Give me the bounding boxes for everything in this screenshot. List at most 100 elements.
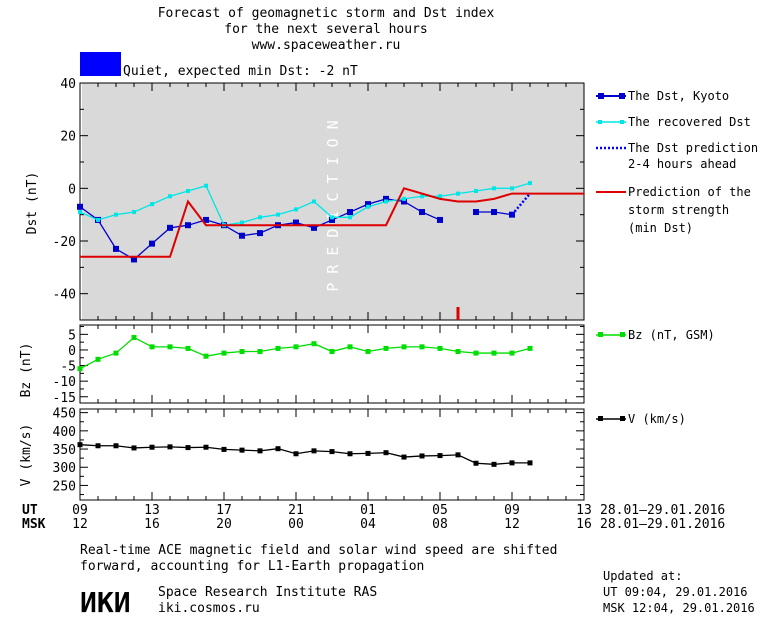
data-point: [150, 202, 154, 207]
y-tick-label: 400: [53, 425, 76, 440]
data-point: [221, 446, 227, 452]
ut-tick-label: 13: [576, 503, 592, 518]
data-point: [383, 195, 389, 202]
legend-bz: Bz (nT, GSM): [628, 328, 715, 342]
data-point: [473, 350, 479, 356]
data-point: [275, 345, 281, 351]
data-point: [473, 460, 479, 466]
data-point: [96, 217, 100, 222]
series-bz-nt-gsm-: [77, 334, 533, 372]
legend-storm-strength-2: storm strength: [628, 203, 729, 217]
data-point: [473, 209, 479, 216]
data-point: [527, 345, 533, 351]
data-point: [383, 345, 389, 351]
data-point: [312, 199, 316, 204]
data-point: [455, 349, 461, 355]
data-point: [437, 345, 443, 351]
msk-tick-label: 20: [216, 517, 232, 532]
data-point: [437, 453, 443, 459]
series-the-dst-prediction-2-4-hours-ahead: [511, 192, 531, 216]
legend: The Dst, Kyoto The recovered Dst The Dst…: [596, 89, 758, 426]
data-point: [240, 220, 244, 225]
data-point: [185, 445, 191, 451]
msk-label: MSK: [22, 517, 46, 532]
msk-date-range: 28.01–29.01.2016: [600, 517, 725, 532]
data-point: [95, 356, 101, 362]
data-point: [455, 452, 461, 458]
updated-msk: MSK 12:04, 29.01.2016: [603, 601, 755, 615]
prediction-label: PREDICTION: [324, 111, 342, 291]
data-point: [113, 245, 119, 252]
data-point: [167, 444, 173, 450]
y-tick-label: -40: [53, 288, 76, 303]
data-point: [419, 209, 425, 216]
data-point: [419, 344, 425, 350]
data-point: [131, 445, 137, 451]
data-point: [509, 460, 515, 466]
ut-tick-label: 17: [216, 503, 232, 518]
data-point: [420, 194, 424, 199]
ut-date-range: 28.01–29.01.2016: [600, 503, 725, 518]
y-tick-label: -10: [53, 375, 76, 390]
data-point: [78, 210, 82, 215]
y-tick-label: -5: [60, 360, 76, 375]
data-point: [149, 240, 155, 247]
data-point: [509, 350, 515, 356]
dst-panel: PREDICTION 40 20 0 -20 -40: [53, 77, 585, 321]
msk-tick-label: 12: [72, 517, 88, 532]
ut-tick-label: 01: [360, 503, 376, 518]
data-point: [77, 203, 83, 210]
series-line: [511, 192, 531, 216]
data-point: [402, 196, 406, 201]
data-point: [132, 210, 136, 215]
page-title: Forecast of geomagnetic storm and Dst in…: [158, 6, 495, 21]
data-point: [77, 366, 83, 372]
msk-tick-label: 04: [360, 517, 376, 532]
data-point: [528, 181, 532, 186]
footer-note: Real-time ACE magnetic field and solar w…: [80, 543, 557, 558]
data-point: [347, 344, 353, 350]
series-line: [79, 444, 530, 465]
y-tick-label: 250: [53, 479, 76, 494]
data-point: [365, 201, 371, 208]
series-prediction-of-the-storm-strength-min-dst-: [80, 187, 584, 258]
series-line: [79, 182, 531, 226]
data-point: [257, 349, 263, 355]
y-tick-label: 20: [60, 130, 76, 145]
data-point: [437, 216, 443, 223]
updated-label: Updated at:: [603, 569, 682, 583]
legend-dst-prediction-2: 2-4 hours ahead: [628, 157, 736, 171]
ut-tick-label: 09: [72, 503, 88, 518]
data-point: [492, 186, 496, 191]
status-text: Quiet, expected min Dst: -2 nT: [123, 64, 358, 79]
data-point: [185, 222, 191, 229]
msk-tick-label: 00: [288, 517, 304, 532]
data-point: [168, 194, 172, 199]
data-point: [114, 212, 118, 217]
institute-url[interactable]: iki.cosmos.ru: [158, 601, 260, 616]
data-point: [347, 451, 353, 457]
data-point: [221, 350, 227, 356]
data-point: [275, 446, 281, 452]
data-point: [401, 454, 407, 460]
y-tick-label: -15: [53, 391, 76, 406]
data-point: [131, 256, 137, 263]
legend-storm-strength-3: (min Dst): [628, 221, 693, 235]
data-point: [186, 188, 190, 193]
prediction-region: [82, 83, 584, 320]
y-tick-label: 40: [60, 77, 76, 92]
data-point: [203, 444, 209, 450]
data-point: [185, 345, 191, 351]
data-point: [203, 216, 209, 223]
series-v-km-s-: [77, 442, 533, 467]
ut-label: UT: [22, 503, 38, 518]
dst-axis-label: Dst (nT): [25, 172, 40, 235]
data-point: [113, 443, 119, 449]
website-link[interactable]: www.spaceweather.ru: [252, 38, 401, 53]
data-point: [258, 215, 262, 220]
data-point: [365, 450, 371, 456]
data-point: [456, 191, 460, 196]
data-point: [329, 349, 335, 355]
data-point: [438, 194, 442, 199]
